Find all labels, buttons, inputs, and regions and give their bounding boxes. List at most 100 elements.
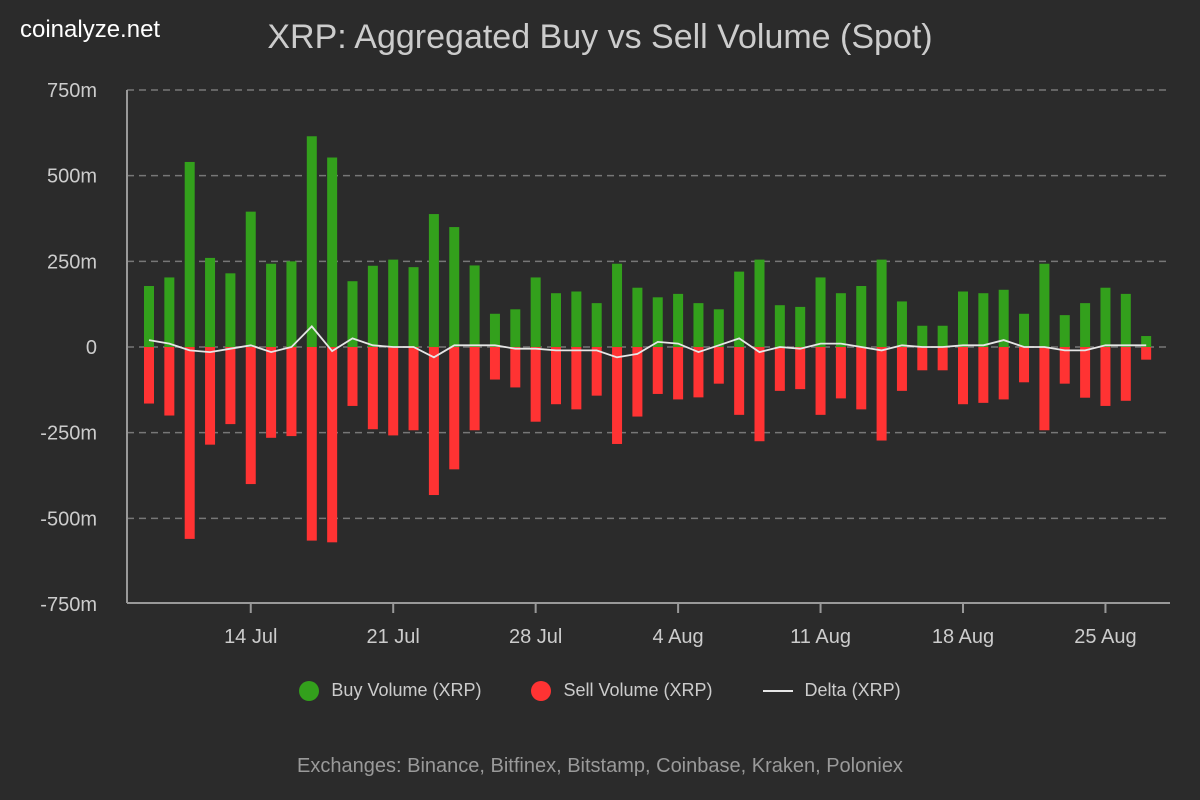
legend-item-delta[interactable]: Delta (XRP) bbox=[762, 680, 901, 701]
sell-bar[interactable] bbox=[917, 347, 928, 371]
delta-line[interactable] bbox=[148, 325, 1147, 359]
buy-bar[interactable] bbox=[388, 259, 399, 347]
sell-bar[interactable] bbox=[632, 347, 643, 417]
sell-bar[interactable] bbox=[937, 347, 948, 371]
sell-bar[interactable] bbox=[1120, 347, 1131, 401]
buy-bar[interactable] bbox=[164, 277, 175, 347]
sell-bar[interactable] bbox=[347, 347, 358, 406]
sell-bar[interactable] bbox=[734, 347, 745, 415]
buy-bar[interactable] bbox=[795, 306, 806, 347]
sell-bar[interactable] bbox=[164, 347, 175, 416]
buy-bar[interactable] bbox=[937, 325, 948, 347]
sell-bar[interactable] bbox=[774, 347, 785, 391]
sell-bar[interactable] bbox=[612, 347, 623, 444]
buy-bar[interactable] bbox=[571, 291, 582, 347]
sell-bar[interactable] bbox=[144, 347, 154, 404]
sell-bar[interactable] bbox=[591, 347, 602, 396]
buy-bar[interactable] bbox=[734, 271, 745, 347]
buy-bar[interactable] bbox=[632, 287, 643, 347]
sell-bar[interactable] bbox=[205, 347, 216, 445]
buy-bar[interactable] bbox=[612, 263, 623, 347]
sell-bar[interactable] bbox=[998, 347, 1009, 400]
sell-bar[interactable] bbox=[1080, 347, 1091, 398]
buy-bar[interactable] bbox=[306, 136, 317, 347]
buy-bar[interactable] bbox=[876, 259, 887, 347]
buy-bar[interactable] bbox=[408, 267, 419, 347]
buy-bar[interactable] bbox=[835, 293, 846, 347]
buy-bar[interactable] bbox=[205, 257, 216, 347]
buy-bar[interactable] bbox=[1120, 293, 1131, 347]
sell-bar[interactable] bbox=[449, 347, 460, 470]
buy-bar[interactable] bbox=[856, 286, 867, 347]
buy-bar[interactable] bbox=[1039, 263, 1050, 347]
sell-bar[interactable] bbox=[978, 347, 989, 403]
sell-bar[interactable] bbox=[388, 347, 399, 436]
buy-bar[interactable] bbox=[510, 309, 521, 347]
buy-bar[interactable] bbox=[144, 286, 154, 347]
sell-bar[interactable] bbox=[327, 347, 338, 543]
legend-item-buy[interactable]: Buy Volume (XRP) bbox=[299, 680, 481, 701]
sell-bar[interactable] bbox=[673, 347, 684, 400]
buy-bar[interactable] bbox=[428, 214, 439, 347]
sell-bar[interactable] bbox=[1141, 347, 1152, 360]
sell-bar[interactable] bbox=[530, 347, 541, 422]
sell-bar[interactable] bbox=[245, 347, 256, 485]
sell-bar[interactable] bbox=[1059, 347, 1070, 384]
buy-bar[interactable] bbox=[1059, 315, 1070, 347]
sell-bar[interactable] bbox=[652, 347, 663, 394]
sell-bar[interactable] bbox=[958, 347, 968, 405]
buy-bar[interactable] bbox=[286, 261, 297, 347]
sell-bar[interactable] bbox=[225, 347, 236, 425]
sell-bar[interactable] bbox=[1039, 347, 1050, 431]
buy-bar[interactable] bbox=[896, 301, 907, 347]
buy-bar[interactable] bbox=[347, 281, 358, 347]
buy-bar[interactable] bbox=[1100, 287, 1111, 347]
buy-bar[interactable] bbox=[266, 263, 277, 347]
buy-bar[interactable] bbox=[1080, 303, 1091, 347]
sell-bar[interactable] bbox=[795, 347, 806, 390]
buy-bar[interactable] bbox=[225, 273, 236, 347]
sell-bar[interactable] bbox=[571, 347, 582, 410]
sell-bar[interactable] bbox=[876, 347, 887, 441]
sell-bar[interactable] bbox=[896, 347, 907, 391]
sell-bar[interactable] bbox=[856, 347, 867, 410]
sell-bar[interactable] bbox=[428, 347, 439, 496]
buy-bar[interactable] bbox=[591, 303, 602, 347]
sell-bar[interactable] bbox=[713, 347, 724, 384]
buy-bar[interactable] bbox=[774, 305, 785, 347]
sell-bar[interactable] bbox=[1019, 347, 1030, 383]
sell-bar[interactable] bbox=[551, 347, 561, 405]
buy-bar[interactable] bbox=[367, 265, 378, 347]
buy-bar[interactable] bbox=[917, 325, 928, 347]
buy-bar[interactable] bbox=[998, 289, 1009, 347]
buy-bar[interactable] bbox=[652, 297, 663, 347]
sell-bar[interactable] bbox=[266, 347, 277, 438]
sell-bar[interactable] bbox=[408, 347, 419, 431]
sell-bar[interactable] bbox=[510, 347, 521, 388]
sell-bar[interactable] bbox=[489, 347, 500, 380]
buy-bar[interactable] bbox=[978, 293, 989, 347]
buy-bar[interactable] bbox=[673, 293, 684, 347]
sell-bar[interactable] bbox=[754, 347, 765, 442]
buy-bar[interactable] bbox=[184, 161, 195, 347]
sell-bar[interactable] bbox=[286, 347, 297, 437]
buy-bar[interactable] bbox=[815, 277, 826, 347]
buy-bar[interactable] bbox=[530, 277, 541, 347]
buy-bar[interactable] bbox=[1141, 336, 1152, 347]
buy-bar[interactable] bbox=[713, 309, 724, 347]
legend-item-sell[interactable]: Sell Volume (XRP) bbox=[531, 680, 713, 701]
buy-bar[interactable] bbox=[1019, 313, 1030, 347]
buy-bar[interactable] bbox=[449, 227, 460, 347]
sell-bar[interactable] bbox=[693, 347, 704, 398]
buy-bar[interactable] bbox=[489, 313, 500, 347]
sell-bar[interactable] bbox=[835, 347, 846, 399]
sell-bar[interactable] bbox=[1100, 347, 1111, 406]
buy-bar[interactable] bbox=[958, 291, 968, 347]
sell-bar[interactable] bbox=[367, 347, 378, 430]
buy-bar[interactable] bbox=[551, 293, 561, 347]
sell-bar[interactable] bbox=[469, 347, 480, 431]
buy-bar[interactable] bbox=[469, 265, 480, 347]
sell-bar[interactable] bbox=[184, 347, 195, 539]
sell-bar[interactable] bbox=[306, 347, 317, 541]
buy-bar[interactable] bbox=[245, 211, 256, 347]
